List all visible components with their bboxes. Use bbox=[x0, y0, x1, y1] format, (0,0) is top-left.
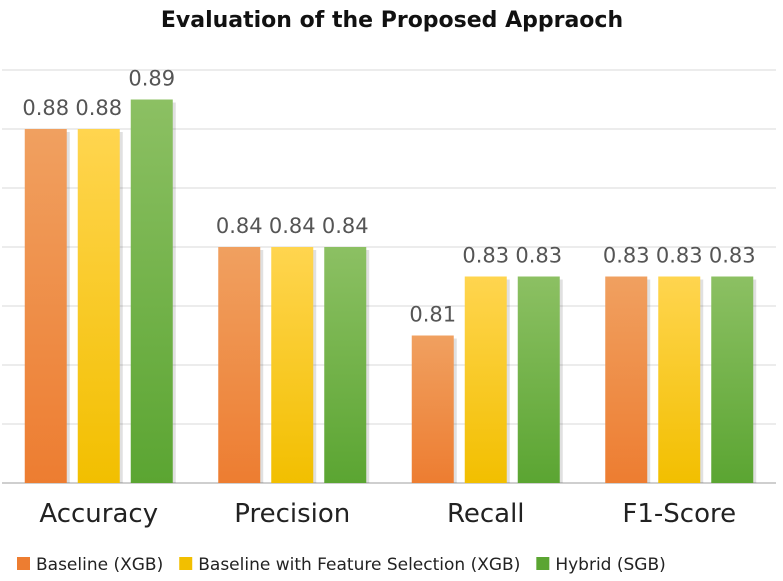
data-label: 0.83 bbox=[515, 244, 562, 268]
bar-precision-2 bbox=[324, 247, 367, 483]
data-label: 0.84 bbox=[216, 214, 263, 238]
category-label: Accuracy bbox=[39, 499, 158, 529]
data-label: 0.84 bbox=[269, 214, 316, 238]
bar-precision-1 bbox=[271, 247, 314, 483]
legend-label: Baseline (XGB) bbox=[36, 555, 163, 575]
bar-accuracy-1 bbox=[77, 129, 120, 483]
data-label: 0.88 bbox=[22, 96, 69, 120]
category-label: Recall bbox=[447, 499, 525, 529]
bar-precision-0 bbox=[218, 247, 261, 483]
bar-accuracy-0 bbox=[24, 129, 67, 483]
legend-item: Hybrid (SGB) bbox=[536, 555, 666, 575]
legend-swatch bbox=[179, 557, 193, 570]
data-label: 0.83 bbox=[462, 244, 509, 268]
data-label: 0.84 bbox=[322, 214, 369, 238]
legend-label: Baseline with Feature Selection (XGB) bbox=[198, 555, 520, 575]
category-label: Precision bbox=[234, 499, 350, 529]
bar-f1-score-1 bbox=[658, 276, 701, 483]
data-label: 0.83 bbox=[656, 244, 703, 268]
legend-item: Baseline with Feature Selection (XGB) bbox=[179, 555, 520, 575]
bar-recall-1 bbox=[464, 276, 507, 483]
bar-recall-0 bbox=[411, 335, 454, 483]
bar-accuracy-2 bbox=[130, 99, 173, 483]
data-label: 0.88 bbox=[75, 96, 122, 120]
data-label: 0.81 bbox=[409, 303, 456, 327]
bar-f1-score-0 bbox=[605, 276, 648, 483]
legend-swatch bbox=[17, 557, 30, 570]
category-label: F1-Score bbox=[622, 499, 736, 529]
bar-recall-2 bbox=[517, 276, 560, 483]
legend-label: Hybrid (SGB) bbox=[555, 555, 665, 575]
bar-f1-score-2 bbox=[711, 276, 754, 483]
chart-title: Evaluation of the Proposed Appraoch bbox=[161, 8, 623, 33]
legend-item: Baseline (XGB) bbox=[17, 555, 163, 575]
legend-swatch bbox=[536, 557, 550, 570]
data-label: 0.83 bbox=[709, 244, 756, 268]
data-label: 0.89 bbox=[128, 67, 175, 91]
data-label: 0.83 bbox=[603, 244, 650, 268]
